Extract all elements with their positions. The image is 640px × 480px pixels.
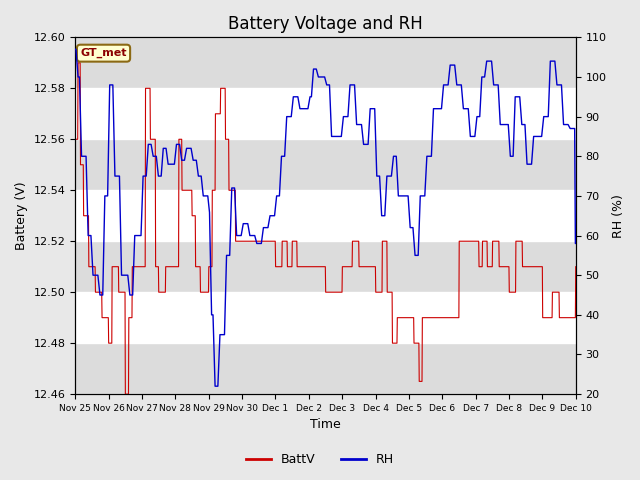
Y-axis label: RH (%): RH (%) — [612, 194, 625, 238]
Title: Battery Voltage and RH: Battery Voltage and RH — [228, 15, 423, 33]
X-axis label: Time: Time — [310, 419, 341, 432]
BattV — [122, 391, 129, 397]
RH — [72, 47, 79, 52]
BattV — [239, 239, 247, 244]
BattV — [513, 239, 521, 244]
RH — [468, 133, 476, 139]
Bar — [76, 37, 576, 88]
RH — [239, 223, 247, 228]
BattV — [404, 315, 412, 321]
BattV — [184, 187, 191, 193]
Line: RH: RH — [76, 49, 576, 386]
Y-axis label: Battery (V): Battery (V) — [15, 181, 28, 250]
RH — [513, 94, 520, 100]
Legend: BattV, RH: BattV, RH — [241, 448, 399, 471]
RH — [572, 240, 580, 246]
Line: BattV: BattV — [76, 63, 576, 394]
Bar — [76, 343, 576, 394]
RH — [170, 161, 178, 167]
BattV — [572, 264, 580, 270]
Bar — [76, 241, 576, 292]
BattV — [172, 264, 179, 270]
Text: GT_met: GT_met — [80, 48, 127, 58]
BattV — [74, 60, 82, 66]
BattV — [72, 136, 79, 142]
RH — [211, 384, 219, 389]
RH — [403, 193, 411, 199]
Bar — [76, 139, 576, 190]
RH — [183, 145, 191, 151]
BattV — [469, 239, 477, 244]
